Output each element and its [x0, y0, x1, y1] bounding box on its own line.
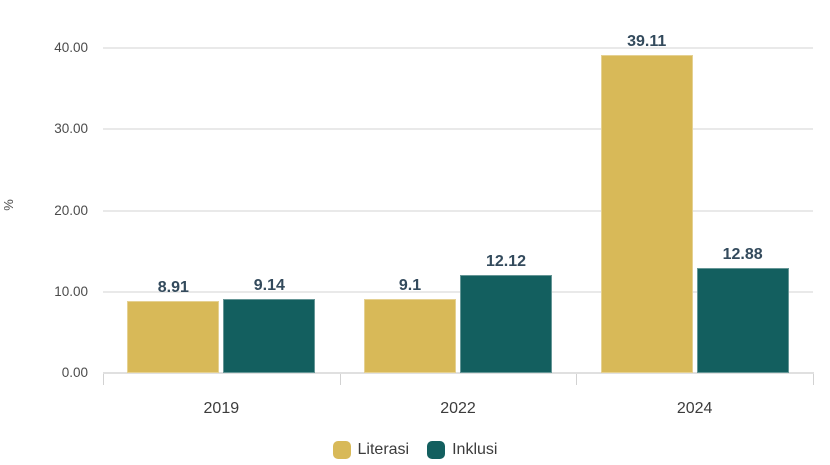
- gridline: [103, 47, 813, 49]
- gridline: [103, 209, 813, 212]
- legend-item-inklusi[interactable]: Inklusi: [427, 441, 497, 459]
- x-axis-tick: [576, 374, 577, 385]
- bar-literasi-2019[interactable]: [127, 300, 220, 373]
- gridline: [103, 290, 813, 293]
- bar-literasi-2024[interactable]: [600, 55, 693, 373]
- legend-label-literasi: Literasi: [357, 441, 410, 458]
- x-axis-tick: [813, 374, 814, 385]
- bar-value-label: 39.11: [627, 33, 667, 51]
- y-axis-tick-label: 0.00: [61, 365, 88, 380]
- bar-inklusi-2022[interactable]: [460, 274, 552, 373]
- bar-value-label: 9.1: [398, 277, 422, 295]
- legend-swatch-literasi-icon: [332, 441, 351, 459]
- y-axis-tick-label: 20.00: [54, 202, 88, 218]
- legend-label-inklusi: Inklusi: [452, 441, 498, 458]
- bar-inklusi-2024[interactable]: [696, 268, 789, 373]
- bar-value-label: 12.88: [722, 246, 763, 264]
- y-axis-tick-label: 10.00: [54, 283, 88, 299]
- x-axis-label-2022: 2022: [440, 400, 476, 417]
- x-axis-label-2019: 2019: [203, 400, 240, 417]
- bar-literasi-2022[interactable]: [364, 299, 456, 373]
- gridline: [103, 128, 813, 131]
- y-axis-title: %: [1, 199, 16, 211]
- y-axis-tick-label: 30.00: [54, 121, 88, 137]
- x-axis-tick: [103, 374, 104, 385]
- bar-value-label: 8.91: [157, 278, 189, 296]
- x-axis-line: [103, 372, 814, 374]
- bar-inklusi-2019[interactable]: [223, 298, 316, 373]
- bar-value-label: 9.14: [253, 276, 285, 294]
- legend-item-literasi[interactable]: Literasi: [332, 441, 410, 459]
- bar-value-label: 12.12: [485, 252, 527, 270]
- x-axis-tick: [340, 374, 341, 385]
- legend: Literasi Inklusi: [0, 439, 830, 461]
- y-axis-tick-label: 40.00: [54, 40, 88, 55]
- x-axis-label-2024: 2024: [676, 400, 713, 417]
- legend-swatch-inklusi-icon: [427, 441, 446, 459]
